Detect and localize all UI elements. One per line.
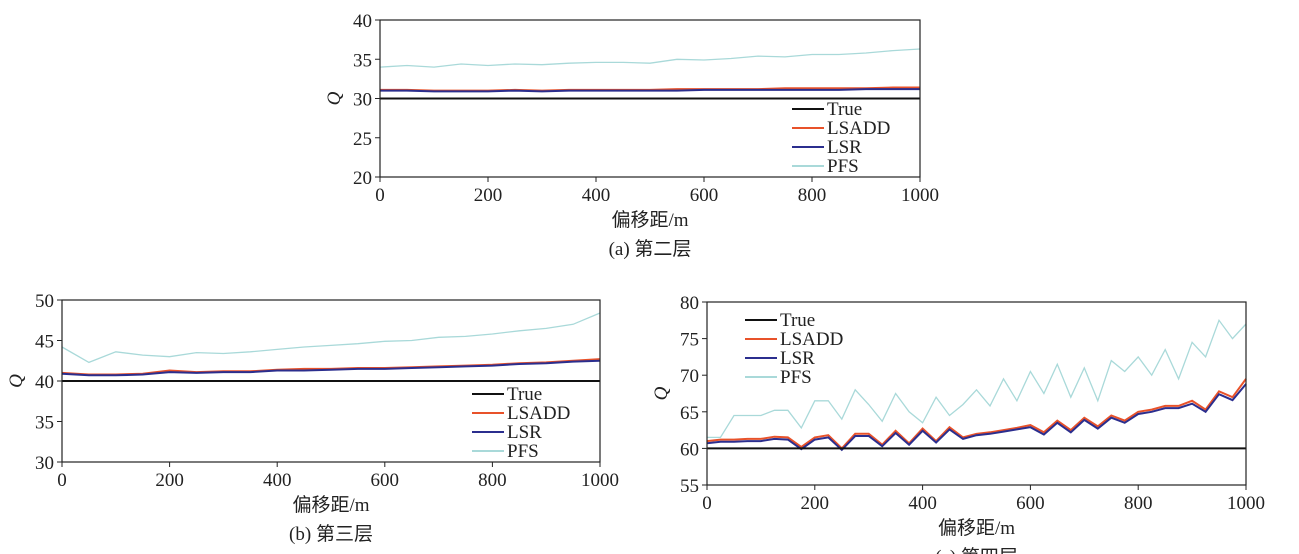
subplot-caption: (b) 第三层 xyxy=(289,523,373,545)
series-line-pfs xyxy=(707,318,1247,439)
legend-label-true: True xyxy=(780,310,815,331)
legend-label-pfs: PFS xyxy=(827,156,859,177)
y-tick-label: 40 xyxy=(353,11,372,32)
x-axis-label: 偏移距/m xyxy=(938,517,1015,539)
series-line-pfs xyxy=(61,312,601,364)
x-tick-label: 0 xyxy=(375,185,385,206)
y-tick-label: 20 xyxy=(353,168,372,189)
y-tick-label: 55 xyxy=(680,476,699,497)
series-line-lsadd xyxy=(61,358,601,376)
y-axis-label: Q xyxy=(651,386,672,400)
y-tick-label: 50 xyxy=(35,291,54,312)
x-tick-label: 1000 xyxy=(901,185,939,206)
x-tick-label: 400 xyxy=(908,493,937,514)
legend-label-lsr: LSR xyxy=(780,348,815,369)
plot-frame xyxy=(706,301,1247,486)
x-tick-label: 1000 xyxy=(581,470,619,491)
legend-label-true: True xyxy=(507,384,542,405)
y-tick-label: 30 xyxy=(353,90,372,111)
x-tick-label: 0 xyxy=(57,470,67,491)
x-tick-label: 200 xyxy=(155,470,184,491)
series-line-lsr xyxy=(380,88,920,93)
x-tick-label: 200 xyxy=(474,185,503,206)
x-tick-label: 800 xyxy=(1124,493,1153,514)
series-line-lsadd xyxy=(706,378,1247,450)
legend-label-lsr: LSR xyxy=(507,422,542,443)
x-tick-label: 0 xyxy=(702,493,712,514)
legend-label-lsr: LSR xyxy=(827,137,862,158)
x-axis-label: 偏移距/m xyxy=(292,494,369,516)
y-tick-label: 25 xyxy=(353,129,372,150)
series-line-lsr xyxy=(61,359,601,377)
legend-label-lsadd: LSADD xyxy=(507,403,570,424)
x-tick-label: 600 xyxy=(371,470,400,491)
x-tick-label: 400 xyxy=(582,185,611,206)
x-tick-label: 800 xyxy=(478,470,507,491)
y-tick-label: 60 xyxy=(680,439,699,460)
y-axis-label: Q xyxy=(324,91,345,105)
x-tick-label: 1000 xyxy=(1227,493,1265,514)
x-tick-label: 600 xyxy=(690,185,719,206)
chart-c: 0 200 400 600 800 1000 55 60 65 70 75 80 偏移距/m Q (c) 第… xyxy=(651,293,1265,554)
y-tick-label: 40 xyxy=(35,372,54,393)
y-tick-label: 70 xyxy=(680,366,699,387)
y-tick-label: 45 xyxy=(35,332,54,353)
x-tick-label: 800 xyxy=(798,185,827,206)
y-axis-label: Q xyxy=(6,374,27,388)
x-tick-label: 400 xyxy=(263,470,292,491)
series-line-pfs xyxy=(379,48,921,68)
y-tick-label: 30 xyxy=(35,453,54,474)
legend-label-pfs: PFS xyxy=(780,367,812,388)
legend-label-lsadd: LSADD xyxy=(780,329,843,350)
x-tick-label: 200 xyxy=(801,493,830,514)
subplot-caption: (c) 第四层 xyxy=(935,546,1018,554)
y-tick-label: 75 xyxy=(680,330,699,351)
chart-a: 0 200 400 600 800 1000 20 25 30 35 40 偏移距/m Q (a) 第二层… xyxy=(324,11,939,260)
y-tick-label: 35 xyxy=(35,413,54,434)
legend-label-lsadd: LSADD xyxy=(827,118,890,139)
subplot-caption: (a) 第二层 xyxy=(609,238,692,260)
x-tick-label: 600 xyxy=(1016,493,1045,514)
chart-b: 0 200 400 600 800 1000 30 35 40 45 50 偏移距/m Q (b) 第三层… xyxy=(6,291,619,545)
y-tick-label: 35 xyxy=(353,50,372,71)
y-tick-label: 80 xyxy=(680,293,699,314)
legend-label-pfs: PFS xyxy=(507,441,539,462)
legend-label-true: True xyxy=(827,99,862,120)
y-tick-label: 65 xyxy=(680,403,699,424)
series-line-lsr xyxy=(706,383,1247,452)
x-axis-label: 偏移距/m xyxy=(611,209,688,231)
